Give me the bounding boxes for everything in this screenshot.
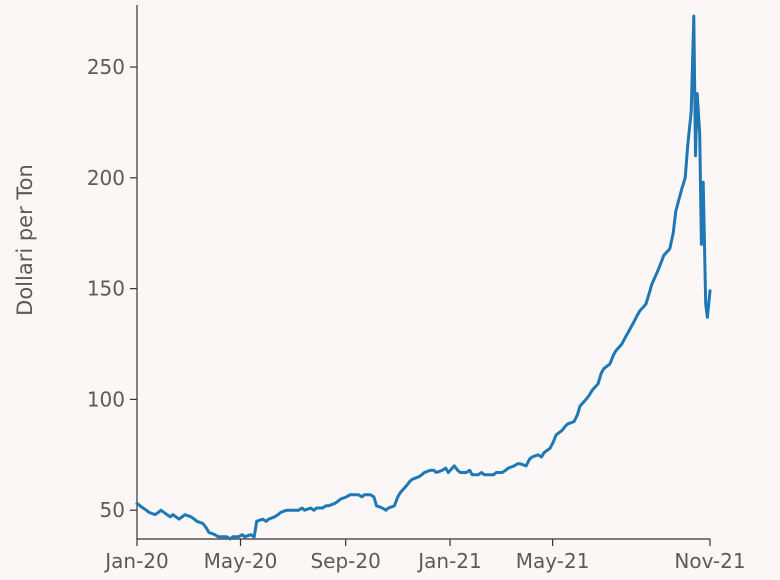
y-axis-title: Dollari per Ton	[13, 164, 37, 316]
ticks	[130, 66, 711, 546]
axes	[136, 5, 710, 540]
x-tick-label-Sep-20: Sep-20	[310, 549, 380, 573]
y-tick-label-100: 100	[87, 387, 125, 411]
y-tick-label-200: 200	[87, 166, 125, 190]
y-tick-label-50: 50	[100, 498, 125, 522]
x-tick-label-Jan-21: Jan-21	[416, 549, 482, 573]
tick-labels: 50 100 150 200 250 Jan-20 May-20 Sep-20 Jan-21 Ma…	[87, 55, 746, 573]
y-tick-label-250: 250	[87, 55, 125, 79]
series-line-0	[135, 14, 712, 541]
y-tick-label-150: 150	[87, 277, 125, 301]
x-tick-label-Jan-20: Jan-20	[103, 549, 169, 573]
x-tick-label-May-20: May-20	[204, 549, 278, 573]
x-tick-label-May-21: May-21	[516, 549, 590, 573]
series-layer	[135, 14, 712, 541]
x-tick-label-Nov-21: Nov-21	[674, 549, 745, 573]
